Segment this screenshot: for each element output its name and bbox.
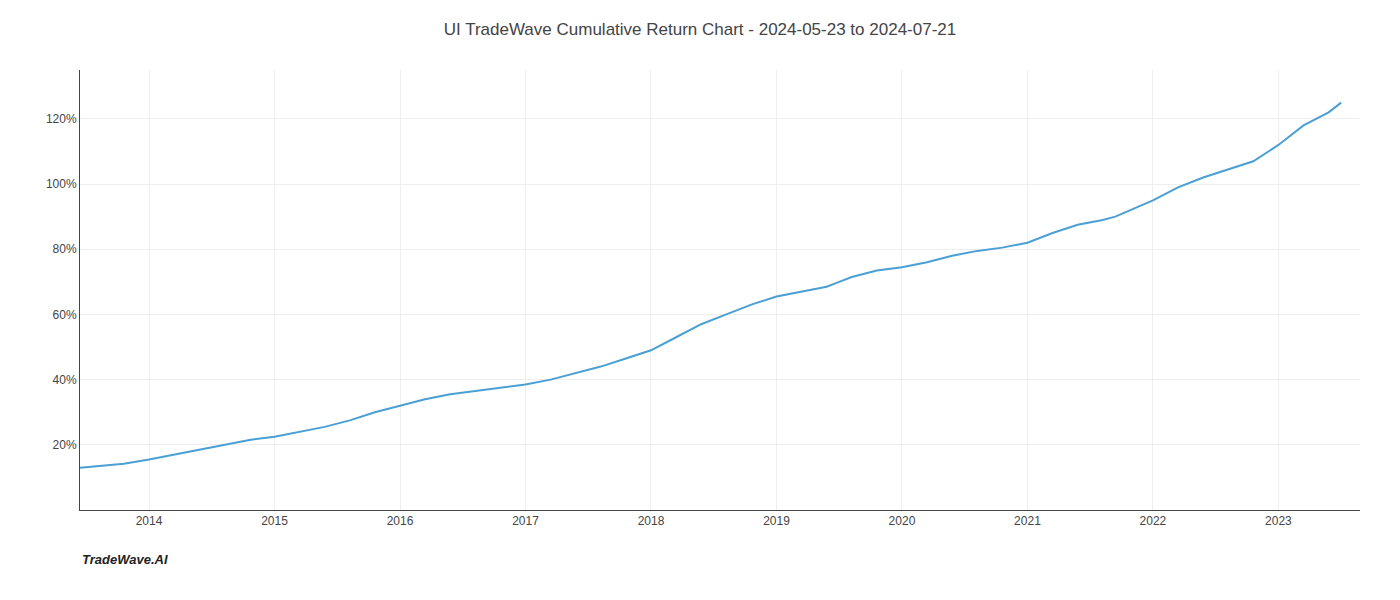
- svg-text:2022: 2022: [1140, 514, 1167, 528]
- svg-text:40%: 40%: [53, 373, 77, 387]
- svg-text:2019: 2019: [763, 514, 790, 528]
- svg-text:2021: 2021: [1014, 514, 1041, 528]
- svg-text:60%: 60%: [53, 308, 77, 322]
- svg-text:2017: 2017: [512, 514, 539, 528]
- svg-text:2020: 2020: [889, 514, 916, 528]
- svg-text:TradeWave.AI: TradeWave.AI: [82, 552, 168, 567]
- svg-text:2014: 2014: [136, 514, 163, 528]
- svg-text:2023: 2023: [1265, 514, 1292, 528]
- svg-text:2016: 2016: [387, 514, 414, 528]
- svg-text:2018: 2018: [638, 514, 665, 528]
- svg-text:80%: 80%: [53, 242, 77, 256]
- svg-text:UI TradeWave Cumulative Return: UI TradeWave Cumulative Return Chart - 2…: [444, 20, 956, 39]
- svg-text:2015: 2015: [261, 514, 288, 528]
- svg-text:20%: 20%: [53, 438, 77, 452]
- svg-text:120%: 120%: [46, 112, 77, 126]
- svg-text:100%: 100%: [46, 177, 77, 191]
